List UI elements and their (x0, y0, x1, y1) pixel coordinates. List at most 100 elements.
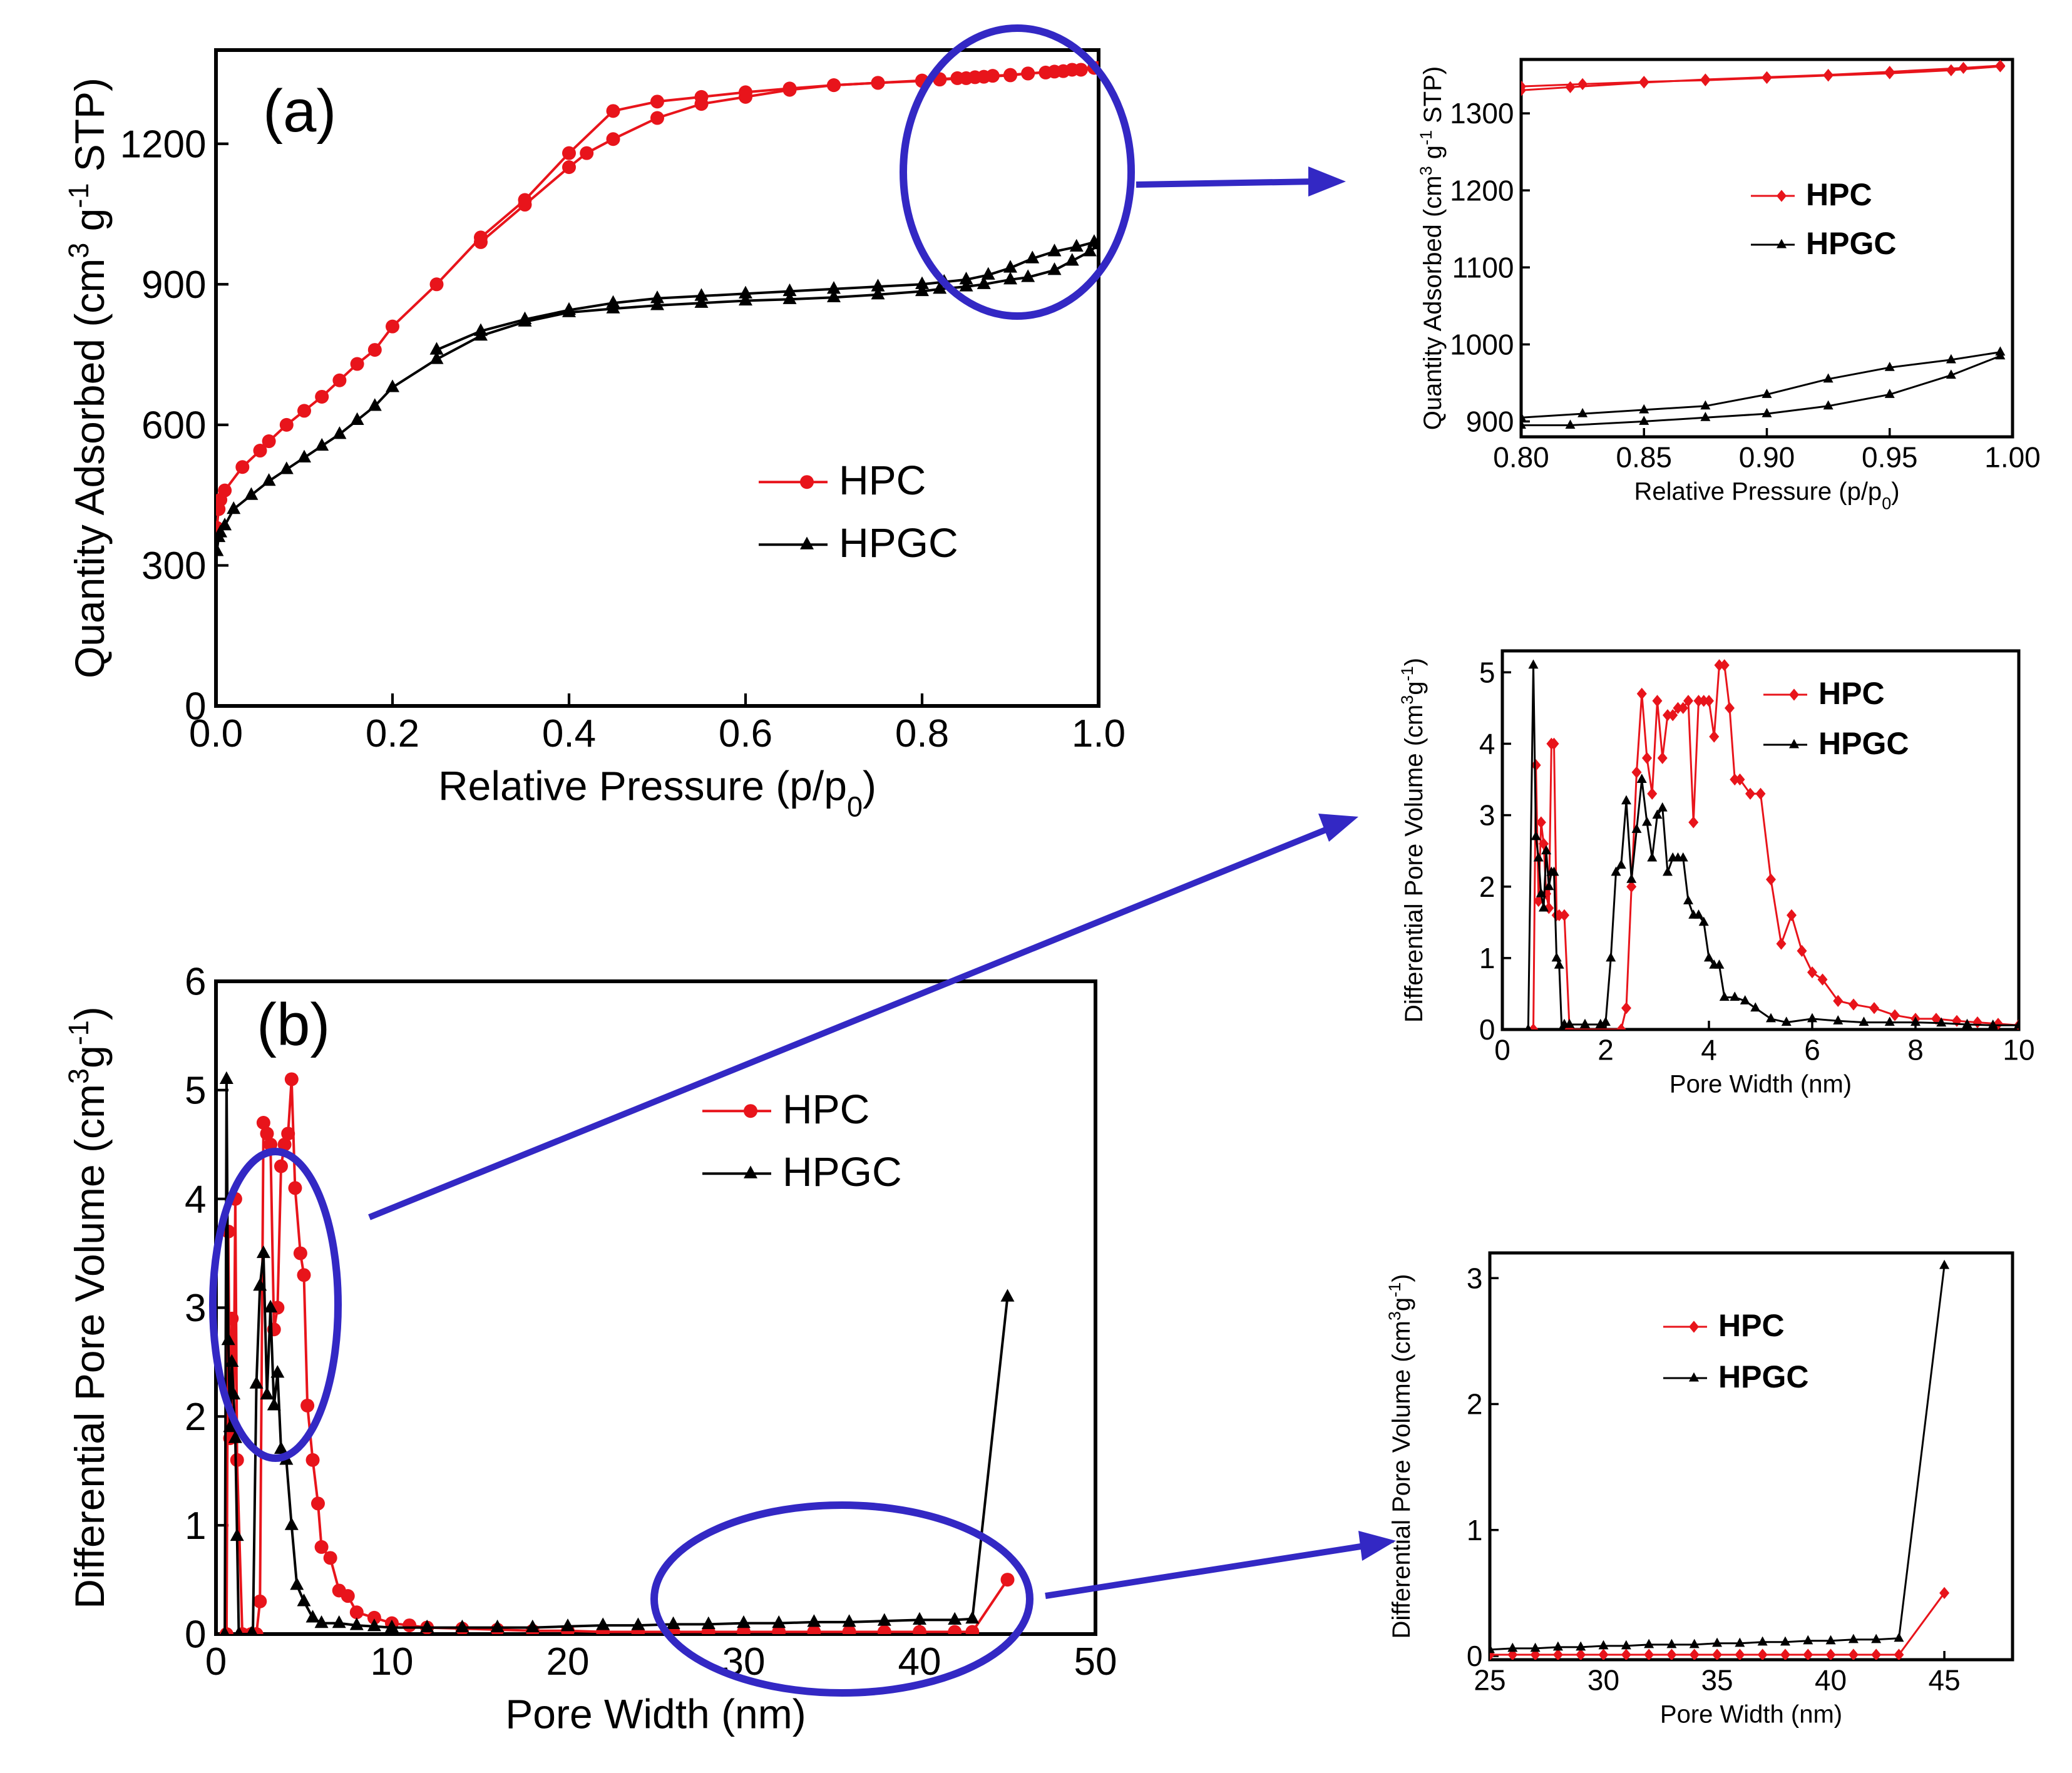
data-point-hpc (281, 1127, 295, 1141)
y-axis-label-part: 3 (1398, 695, 1417, 705)
x-tick-label: 40 (1815, 1663, 1847, 1696)
data-point-hpgc (1762, 407, 1772, 417)
data-point-hpgc (1621, 1640, 1631, 1650)
data-point-hpgc (871, 287, 885, 300)
data-point-hpgc (1541, 845, 1552, 855)
data-point-hpgc (1539, 902, 1549, 912)
data-point-hpc (1621, 1002, 1631, 1014)
data-point-hpc (1000, 1573, 1015, 1587)
data-point-hpgc (1939, 1259, 1950, 1269)
data-point-hpgc (913, 1612, 926, 1625)
data-point-hpgc (650, 297, 664, 310)
data-point-hpgc (1552, 1641, 1563, 1651)
legend: HPC HPGC (1751, 177, 1896, 261)
data-point-hpgc (1626, 874, 1637, 883)
legend: HPC HPGC (759, 457, 958, 566)
data-point-hpgc-desorption (1069, 238, 1084, 252)
data-point-hpc-desorption (1065, 63, 1079, 77)
data-point-hpgc (260, 1386, 274, 1400)
data-point-hpgc (1536, 887, 1546, 897)
x-tick-label: 20 (546, 1640, 590, 1684)
y-tick-label: 900 (1466, 405, 1514, 437)
zoom-arrowhead-b-micro (1318, 814, 1358, 842)
x-tick-label: 8 (1907, 1033, 1924, 1066)
data-point-hpc (1698, 695, 1709, 707)
data-point-hpc (256, 1115, 270, 1130)
data-point-hpgc (279, 461, 294, 474)
data-point-hpgc-desorption (871, 278, 885, 292)
data-point-hpgc (1082, 243, 1097, 257)
data-point-hpc (1576, 1648, 1586, 1660)
data-point-hpc (1631, 766, 1642, 779)
x-tick-label: 10 (2003, 1033, 2034, 1066)
data-point-hpgc (216, 524, 228, 538)
data-point-hpc (1533, 894, 1544, 907)
y-axis-label: Quantity Adsorbed (cm3 g-1 STP) (1417, 66, 1447, 431)
data-point-hpc (650, 95, 664, 109)
y-tick-label: 0 (1479, 1013, 1495, 1046)
legend: HPC HPGC (702, 1086, 902, 1195)
data-point-hpgc (1871, 1633, 1882, 1643)
data-point-hpc (260, 1127, 274, 1141)
y-axis-label-part: 3 (1417, 166, 1435, 175)
panel-b-inset-micropore-zoom: 0 2 4 6 8 10 0 1 2 3 4 5 Pore Width (nm) Differential… (1398, 649, 2035, 1098)
data-point-hpgc (1781, 1016, 1792, 1026)
x-axis-label: Relative Pressure (p/p0) (1634, 478, 1899, 513)
data-point-hpgc-desorption (606, 295, 620, 308)
x-tick-label: 50 (1074, 1640, 1117, 1684)
data-point-hpgc (221, 1332, 235, 1346)
data-point-hpc (1693, 695, 1704, 707)
data-point-hpgc (270, 1365, 285, 1378)
data-point-hpc (1678, 702, 1688, 714)
data-point-hpgc (249, 1376, 264, 1389)
data-point-hpgc (1642, 816, 1652, 826)
data-point-hpc (1554, 909, 1564, 921)
data-point-hpc (1766, 873, 1776, 886)
y-axis-label-part: Differential Pore Volume (cm (1388, 1321, 1415, 1638)
data-point-hpc (1931, 1013, 1941, 1025)
y-axis-label-part: g (1400, 681, 1428, 695)
data-point-hpgc (1987, 1019, 1998, 1029)
legend-label: HPC (839, 457, 926, 503)
data-point-hpgc-desorption (1521, 412, 1526, 421)
data-point-hpc (1719, 659, 1730, 672)
data-point-hpgc (561, 1618, 575, 1632)
x-tick-label: 0.4 (542, 712, 596, 755)
data-point-hpgc-desorption (1995, 346, 2006, 356)
data-point-hpgc-desorption (915, 276, 929, 289)
x-tick-label: 0.2 (366, 712, 419, 755)
x-axis-label: Relative Pressure (p/p0) (438, 763, 876, 823)
data-point-hpc (293, 1246, 307, 1260)
x-axis-label-part: ) (1891, 478, 1899, 506)
plot-frame (1500, 649, 2021, 1031)
data-point-hpgc (234, 1626, 244, 1634)
data-point-hpgc (216, 543, 224, 556)
data-point-hpgc (877, 1613, 891, 1626)
data-point-hpc (1704, 695, 1714, 707)
data-point-hpc (1621, 1648, 1631, 1660)
data-point-hpc (305, 1453, 320, 1467)
data-point-hpc (341, 1589, 355, 1603)
y-tick-label: 1 (1479, 942, 1495, 974)
data-point-hpc (1549, 737, 1559, 750)
data-point-hpgc (1021, 269, 1035, 282)
data-point-hpgc (1825, 1635, 1836, 1645)
data-point-hpc (297, 404, 311, 418)
data-point-hpgc (1714, 959, 1725, 969)
data-point-hpc (965, 1625, 980, 1634)
data-point-hpgc (1003, 272, 1017, 285)
data-point-hpc (1647, 787, 1658, 800)
data-point-hpc-desorption (1521, 84, 1526, 96)
data-point-hpc-desorption (1762, 71, 1772, 83)
x-axis-label-part: Relative Pressure (p/p (1634, 478, 1882, 506)
y-axis-label-part: ) (66, 1006, 113, 1020)
data-point-hpgc (420, 1619, 434, 1633)
data-point-hpc (1689, 1648, 1700, 1660)
data-point-hpgc (297, 1593, 311, 1607)
data-point-hpc (1652, 695, 1663, 707)
data-point-hpgc (227, 501, 241, 514)
data-point-hpgc (933, 281, 947, 294)
data-point-hpgc (1616, 859, 1626, 869)
y-tick-label: 1200 (120, 123, 207, 166)
